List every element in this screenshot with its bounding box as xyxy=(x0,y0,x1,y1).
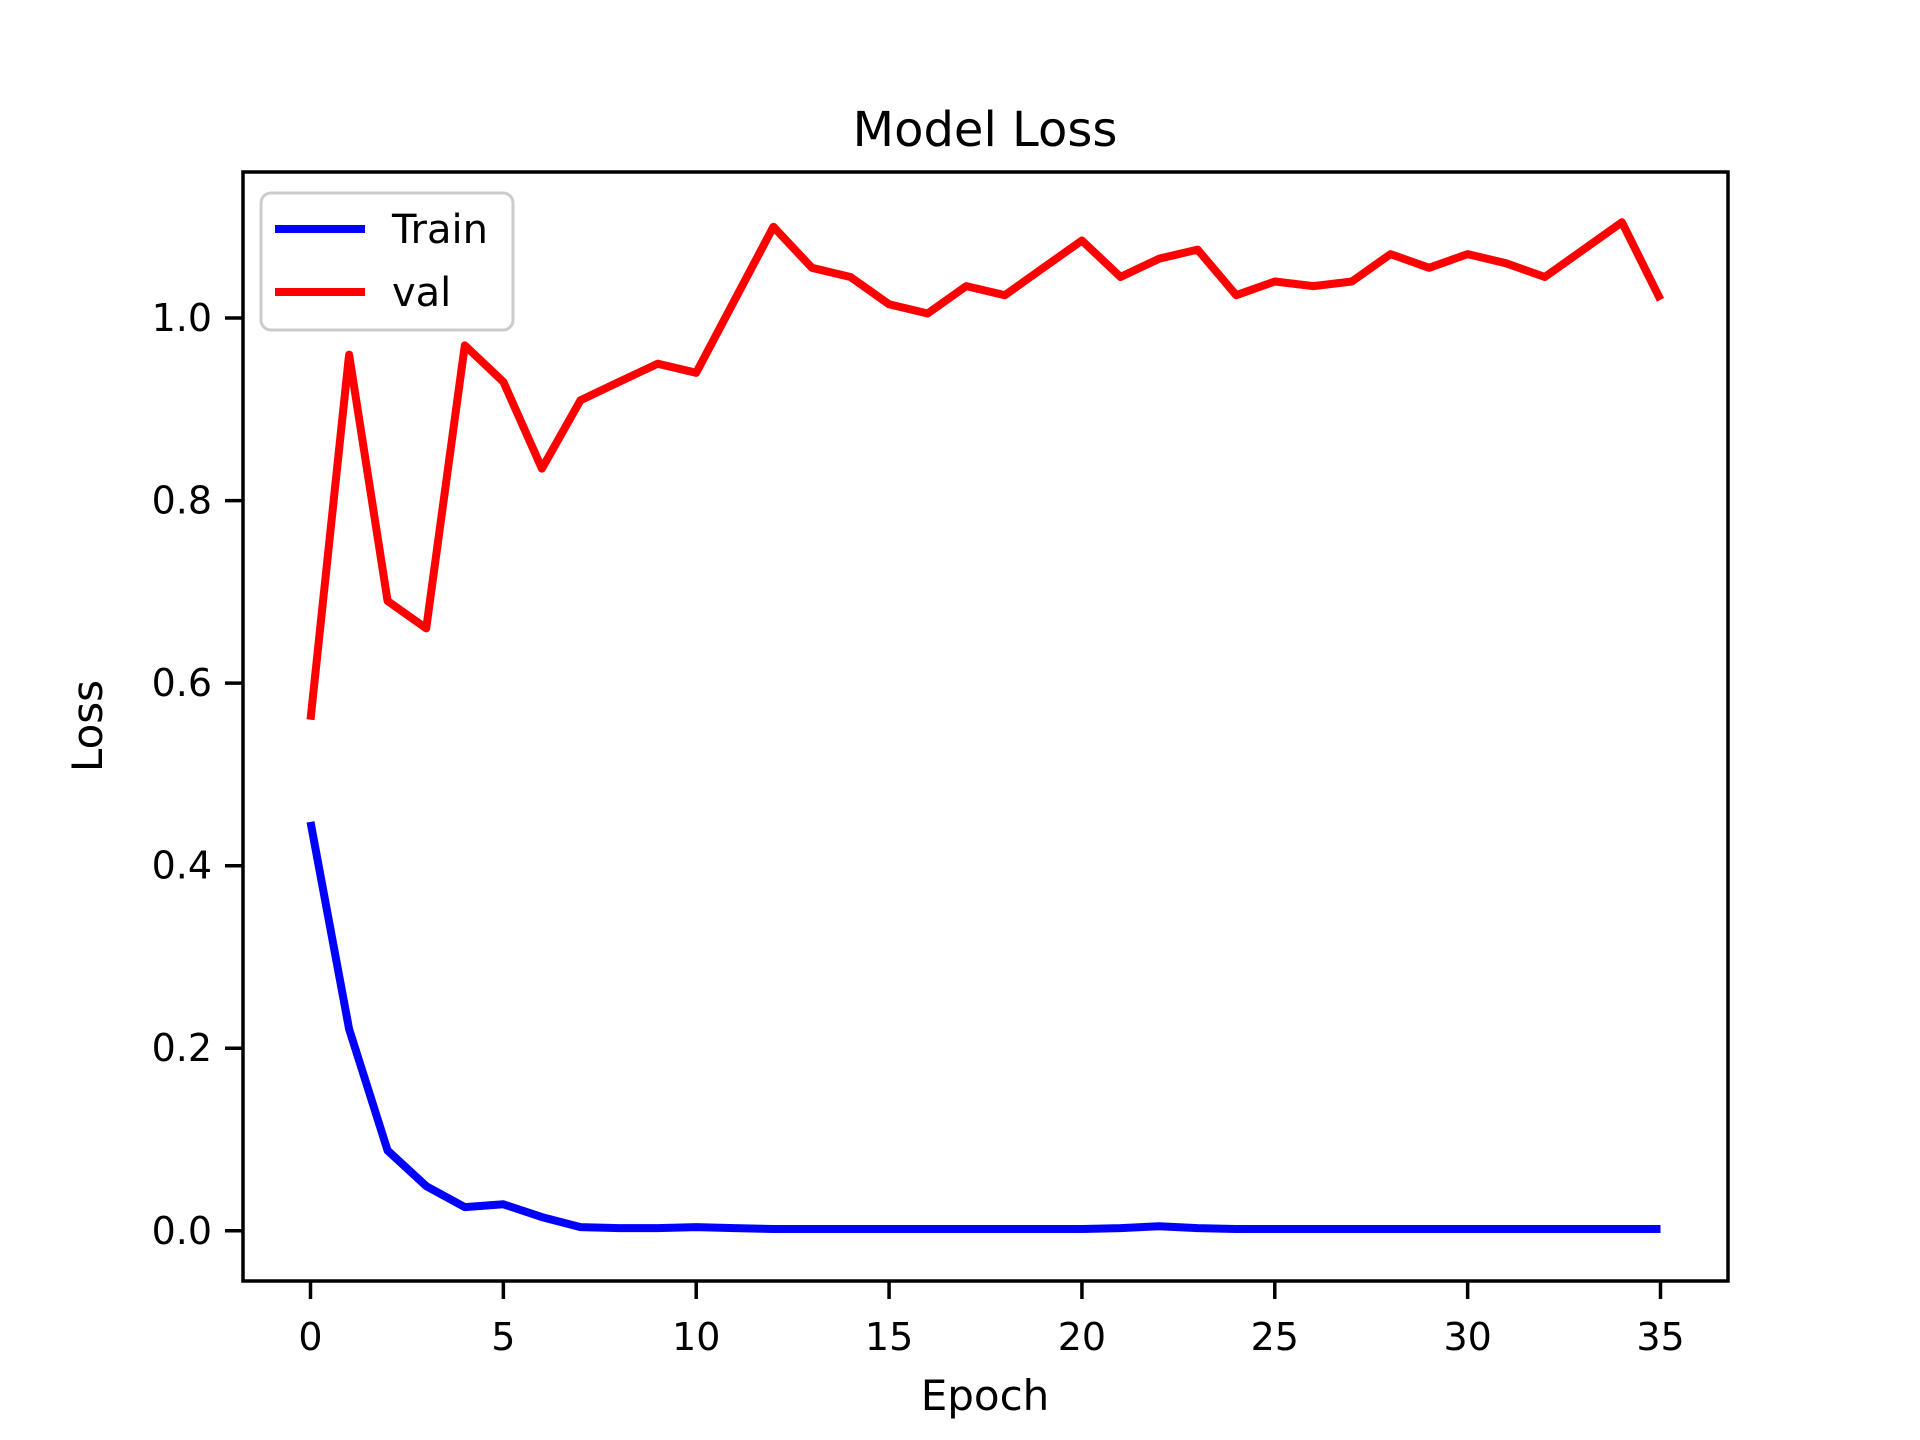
x-tick-label: 25 xyxy=(1251,1315,1299,1359)
chart-title: Model Loss xyxy=(853,102,1118,158)
x-tick-label: 15 xyxy=(865,1315,913,1359)
x-tick-label: 35 xyxy=(1636,1315,1684,1359)
axes-frame xyxy=(241,170,1730,1283)
y-tick-label: 0.4 xyxy=(152,844,212,888)
y-tick-label: 0.0 xyxy=(152,1209,212,1253)
series-line-train xyxy=(306,821,1661,1233)
y-tick-label: 0.6 xyxy=(152,661,212,705)
x-tick-label: 5 xyxy=(491,1315,515,1359)
x-tick-label: 10 xyxy=(672,1315,720,1359)
legend-label-val: val xyxy=(392,270,451,316)
x-tick-label: 30 xyxy=(1443,1315,1491,1359)
y-tick-label: 0.2 xyxy=(152,1026,212,1070)
x-tick-label: 20 xyxy=(1058,1315,1106,1359)
series-line-val xyxy=(306,218,1665,721)
plot-root: 0 5 10 15 20 25 30 35 0.0 0.2 0.4 0.6 0.8 1.0 Train val xyxy=(152,170,1730,1359)
x-axis-label: Epoch xyxy=(921,1371,1050,1420)
y-tick-label: 1.0 xyxy=(152,296,212,340)
x-tick-label: 0 xyxy=(298,1315,322,1359)
legend-label-train: Train xyxy=(391,207,488,253)
y-tick-label: 0.8 xyxy=(152,479,212,523)
y-axis-label: Loss xyxy=(63,680,112,772)
